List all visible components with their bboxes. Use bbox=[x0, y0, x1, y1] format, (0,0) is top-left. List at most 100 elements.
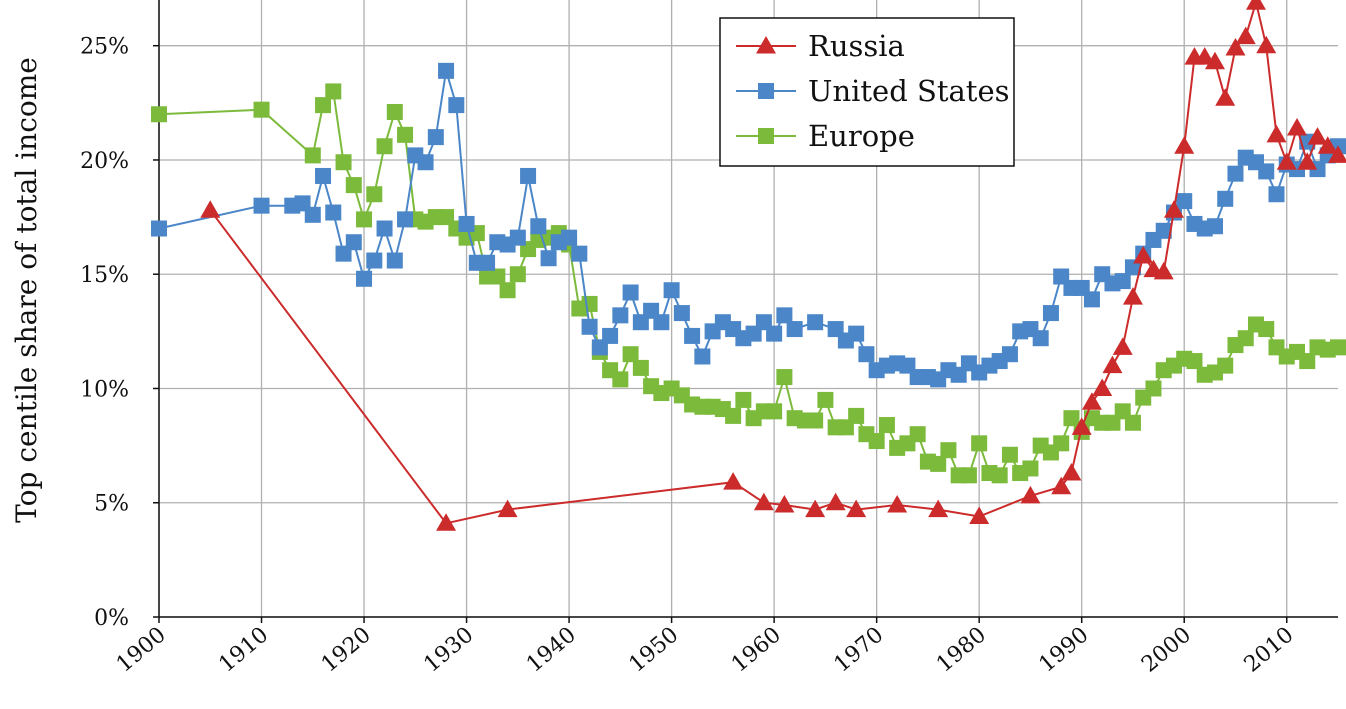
data-point bbox=[325, 204, 342, 221]
x-tick-label: 2000 bbox=[1137, 622, 1196, 677]
data-point bbox=[1225, 37, 1246, 56]
data-point bbox=[1328, 145, 1346, 163]
data-point bbox=[825, 492, 846, 511]
x-tick-label: 2010 bbox=[1240, 622, 1299, 677]
data-point bbox=[499, 282, 516, 299]
legend-label: United States bbox=[808, 74, 1010, 108]
data-point bbox=[807, 314, 824, 331]
data-point bbox=[1186, 353, 1203, 370]
axes bbox=[153, 0, 1338, 623]
data-point bbox=[1256, 35, 1277, 54]
x-tick-label: 1960 bbox=[727, 622, 786, 677]
data-point bbox=[386, 252, 403, 269]
data-point bbox=[1266, 124, 1287, 143]
data-point bbox=[1227, 165, 1244, 182]
data-point bbox=[1155, 222, 1172, 239]
data-point bbox=[151, 220, 167, 237]
data-point bbox=[602, 327, 619, 344]
data-point bbox=[971, 435, 988, 452]
data-point bbox=[673, 305, 690, 322]
data-point bbox=[1286, 117, 1307, 136]
data-point bbox=[427, 129, 444, 146]
data-point bbox=[1217, 357, 1234, 374]
tick-labels: 0%5%10%15%20%25%1900 1910 1920 1930 1940 1950… bbox=[80, 35, 1299, 678]
data-point bbox=[868, 433, 885, 450]
x-tick-label: 1970 bbox=[830, 622, 889, 677]
data-point bbox=[151, 106, 167, 123]
data-point bbox=[1001, 446, 1018, 463]
data-point bbox=[520, 167, 537, 184]
data-point bbox=[909, 426, 926, 443]
data-point bbox=[366, 186, 383, 203]
legend-item: United States bbox=[736, 74, 1010, 108]
data-point bbox=[756, 36, 776, 54]
data-point bbox=[1317, 136, 1338, 154]
data-point bbox=[1020, 485, 1041, 504]
data-point bbox=[581, 318, 598, 335]
data-point bbox=[335, 154, 352, 171]
data-point bbox=[1299, 353, 1316, 370]
data-point bbox=[928, 499, 949, 518]
data-point bbox=[571, 245, 588, 262]
data-point bbox=[1215, 88, 1236, 106]
data-point bbox=[376, 220, 393, 237]
data-point bbox=[1081, 392, 1102, 410]
data-point bbox=[1276, 152, 1297, 170]
data-point bbox=[315, 97, 332, 114]
data-point bbox=[776, 369, 793, 386]
data-point bbox=[1174, 136, 1195, 154]
data-point bbox=[1235, 26, 1256, 45]
data-point bbox=[1258, 321, 1275, 338]
data-point bbox=[489, 268, 506, 285]
x-tick-label: 1910 bbox=[214, 622, 273, 677]
data-point bbox=[1092, 378, 1113, 396]
data-point bbox=[776, 307, 793, 324]
data-point bbox=[581, 295, 598, 312]
data-point bbox=[1001, 346, 1018, 363]
data-point bbox=[684, 327, 701, 344]
x-tick-label: 1930 bbox=[419, 622, 478, 677]
data-point bbox=[969, 506, 990, 524]
data-point bbox=[1176, 193, 1193, 210]
data-point bbox=[497, 499, 518, 518]
data-point bbox=[766, 403, 783, 420]
series bbox=[151, 0, 1346, 531]
data-point bbox=[438, 62, 455, 79]
data-point bbox=[1245, 0, 1266, 10]
y-tick-label: 0% bbox=[94, 606, 129, 631]
data-point bbox=[1268, 186, 1285, 203]
data-point bbox=[1102, 355, 1123, 374]
data-point bbox=[1112, 337, 1133, 355]
data-point bbox=[1258, 163, 1275, 180]
data-point bbox=[356, 211, 373, 228]
data-point bbox=[725, 407, 742, 424]
data-point bbox=[612, 371, 629, 388]
legend-label: Russia bbox=[808, 29, 905, 63]
data-point bbox=[458, 215, 475, 232]
data-point bbox=[1153, 261, 1174, 280]
data-point bbox=[345, 234, 362, 251]
data-point bbox=[448, 97, 465, 114]
series-europe bbox=[151, 83, 1346, 484]
y-tick-label: 10% bbox=[80, 377, 129, 402]
data-point bbox=[1145, 380, 1162, 397]
data-point bbox=[200, 200, 221, 218]
data-point bbox=[397, 211, 414, 228]
data-point bbox=[1133, 245, 1154, 264]
data-point bbox=[509, 266, 526, 283]
y-tick-label: 25% bbox=[80, 35, 129, 60]
data-point bbox=[1051, 476, 1072, 495]
legend-item: Russia bbox=[736, 29, 905, 63]
data-point bbox=[304, 147, 321, 164]
data-point bbox=[786, 321, 803, 338]
data-point bbox=[887, 495, 908, 513]
data-point bbox=[397, 126, 414, 143]
data-point bbox=[940, 442, 957, 459]
data-point bbox=[325, 83, 342, 100]
data-point bbox=[1063, 410, 1080, 427]
data-point bbox=[663, 282, 680, 299]
data-point bbox=[632, 359, 649, 376]
y-axis-title: Top centile share of total income bbox=[10, 57, 43, 523]
data-point bbox=[436, 513, 457, 531]
